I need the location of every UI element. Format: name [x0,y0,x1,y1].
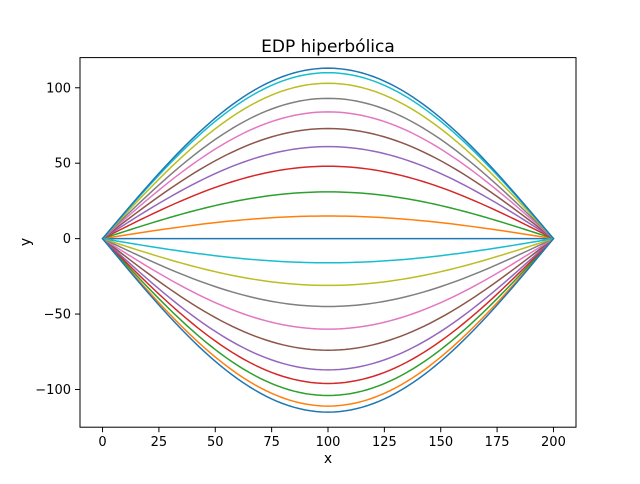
x-tick-label: 200 [541,435,566,450]
x-tick-label: 175 [485,435,510,450]
axes-frame [79,57,577,428]
series-line-13 [101,237,555,385]
y-tick-label: 50 [54,157,71,172]
x-tick-label: 50 [207,435,224,450]
series-line-15 [101,237,555,352]
series-line-18 [101,237,555,287]
series-line-19 [101,237,555,264]
series-line-10 [101,67,555,240]
x-tick-label: 25 [151,435,168,450]
series-line-9 [101,71,555,240]
series-line-5 [101,127,555,240]
series-line-2 [101,191,555,240]
series-line-6 [101,111,555,240]
series-line-12 [101,237,555,397]
series-line-8 [101,82,555,240]
curves-layer [101,67,555,413]
x-axis-label: x [324,451,332,467]
y-tick-label: −100 [35,383,71,398]
series-line-16 [101,237,555,330]
ticks-layer: 0 25 50 75 100 125 150 175 200 −100 −50 0 50 100 [35,81,566,450]
series-line-1 [101,215,555,240]
series-line-7 [101,97,555,240]
series-line-3 [101,165,555,240]
series-line-20 [101,237,555,413]
y-tick-label: −50 [44,308,71,323]
x-tick-label: 125 [372,435,397,450]
x-tick-label: 0 [98,435,106,450]
series-line-4 [101,145,555,240]
x-tick-label: 100 [316,435,341,450]
series-line-14 [101,237,555,371]
series-line-17 [101,237,555,308]
x-tick-label: 150 [428,435,453,450]
y-tick-label: 0 [63,232,71,247]
x-tick-label: 75 [263,435,280,450]
y-tick-label: 100 [46,81,71,96]
y-axis-label: y [18,238,34,246]
chart-title: EDP hiperbólica [261,37,395,57]
series-line-11 [101,237,555,407]
